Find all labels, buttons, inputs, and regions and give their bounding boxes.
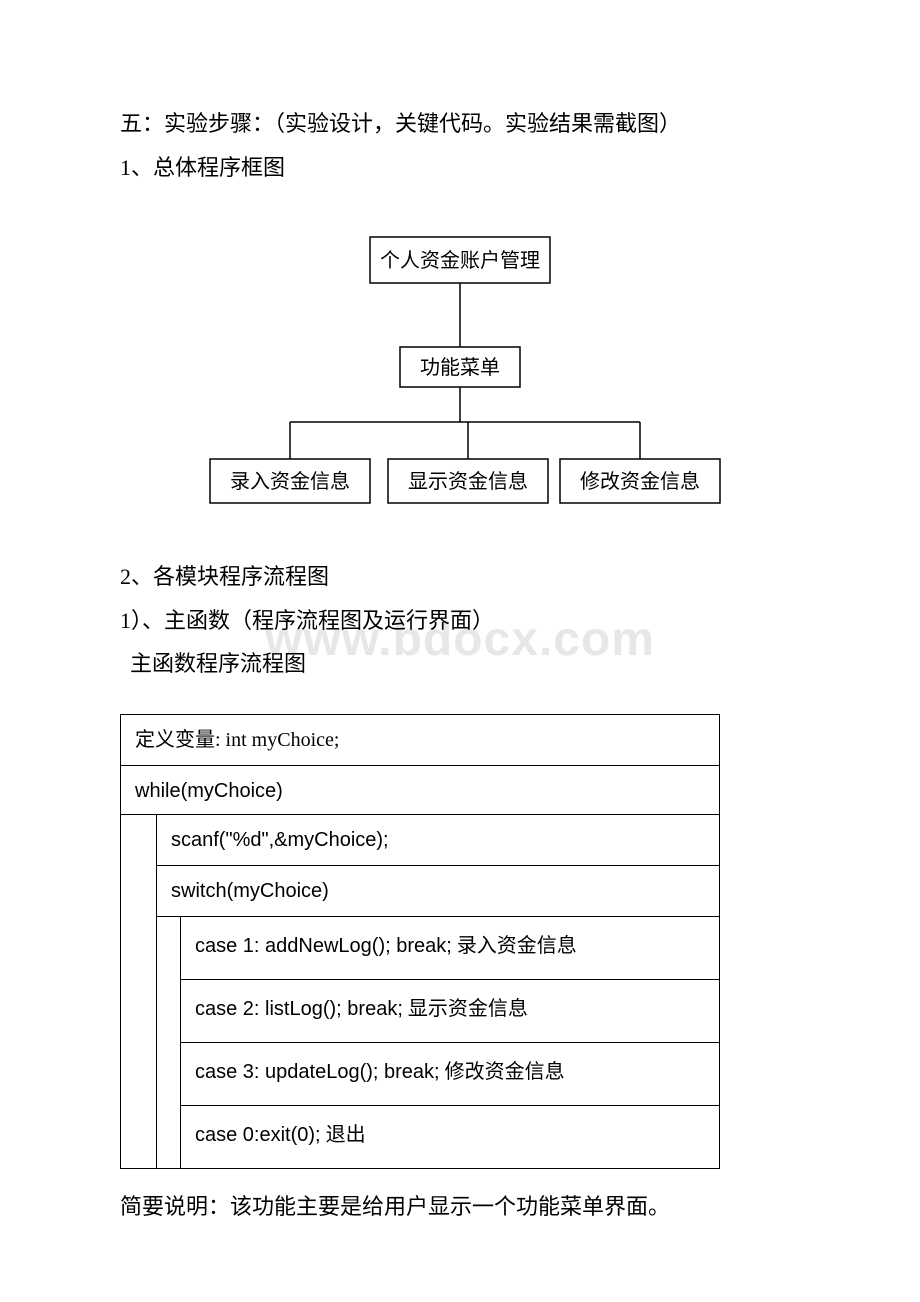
ns-case-3: case 3: updateLog(); break; 修改资金信息: [181, 1043, 719, 1106]
summary-text: 简要说明：该功能主要是给用户显示一个功能菜单界面。: [120, 1187, 800, 1227]
item-2-1: 1）、主函数（程序流程图及运行界面）: [120, 601, 800, 641]
ns-row-declare: 定义变量: int myChoice;: [121, 715, 719, 766]
ns-case-1: case 1: addNewLog(); break; 录入资金信息: [181, 917, 719, 980]
ns-gutter-switch: [157, 917, 181, 1168]
section-heading: 五：实验步骤：（实验设计，关键代码。实验结果需截图）: [120, 104, 800, 144]
node-root-label: 个人资金账户管理: [380, 249, 540, 272]
hierarchy-diagram: 个人资金账户管理 功能菜单 录入资金信息 显示资金信息 修改资金信息: [160, 227, 760, 527]
ns-row-scanf: scanf("%d",&myChoice);: [157, 815, 719, 866]
item-2-1-sub: 主函数程序流程图: [120, 644, 800, 684]
node-mid-label: 功能菜单: [420, 356, 500, 379]
ns-row-switch: switch(myChoice): [157, 866, 719, 917]
node-leaf-modify-label: 修改资金信息: [580, 470, 700, 493]
ns-case-2: case 2: listLog(); break; 显示资金信息: [181, 980, 719, 1043]
ns-while-body: scanf("%d",&myChoice); switch(myChoice) …: [121, 815, 719, 1168]
node-leaf-display-label: 显示资金信息: [408, 470, 528, 493]
item-1: 1、总体程序框图: [120, 148, 800, 188]
node-leaf-input-label: 录入资金信息: [230, 470, 350, 493]
item-2: 2、各模块程序流程图: [120, 557, 800, 597]
ns-row-while: while(myChoice): [121, 766, 719, 815]
ns-case-0: case 0:exit(0); 退出: [181, 1106, 719, 1168]
ns-gutter-while: [121, 815, 157, 1168]
ns-diagram: 定义变量: int myChoice; while(myChoice) scan…: [120, 714, 720, 1169]
ns-switch-body: case 1: addNewLog(); break; 录入资金信息 case …: [157, 917, 719, 1168]
